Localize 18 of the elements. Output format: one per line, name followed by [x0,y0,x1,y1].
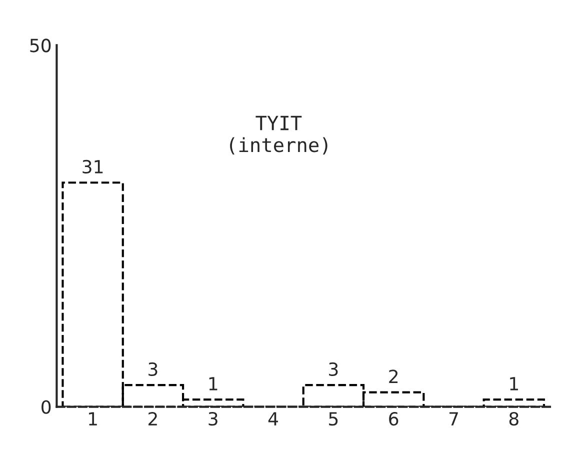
x-tick-label: 8 [509,412,518,426]
data-label: 3 [148,362,158,376]
data-label: 3 [329,362,338,376]
bar [482,398,546,407]
y-tick-label: 0 [42,400,51,414]
x-tick-label: 6 [389,412,398,426]
data-label: 31 [82,160,103,174]
y-tick-label: 50 [30,38,51,52]
x-tick-label: 1 [89,412,97,426]
annotation: TYIT (interne) [230,116,328,155]
x-tick-label: 4 [268,412,278,426]
x-tick-label: 2 [148,412,157,426]
x-tick-label: 5 [329,412,338,426]
data-label: 1 [209,377,218,390]
x-tick-label: 7 [449,412,458,426]
data-label: 2 [389,370,398,384]
data-label: 1 [510,377,518,390]
x-tick-label: 3 [208,412,218,426]
